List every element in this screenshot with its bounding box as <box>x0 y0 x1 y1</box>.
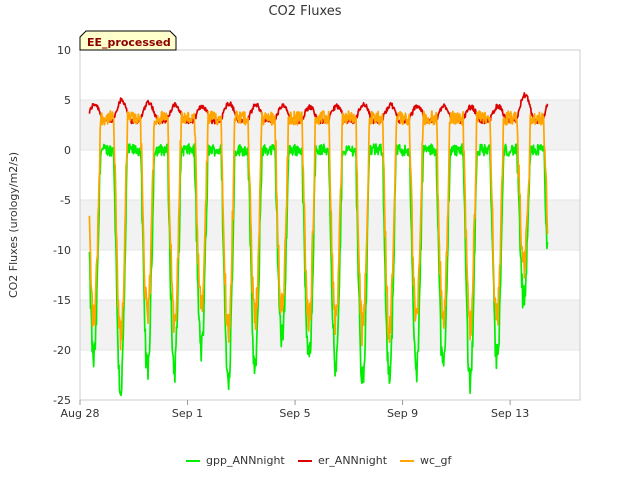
legend-label: wc_gf <box>420 454 453 467</box>
y-tick-labels: 10 5 0 -5 -10 -15 -20 -25 <box>53 44 71 407</box>
chart-title: CO2 Fluxes <box>268 4 341 19</box>
x-tick-label: Sep 9 <box>387 407 418 420</box>
y-tick-label: 10 <box>57 44 71 57</box>
series-line-gpp-annnight <box>88 143 549 397</box>
legend-item: er_ANNnight <box>298 454 388 467</box>
x-tick-label: Sep 1 <box>172 407 203 420</box>
plot-band <box>80 250 580 300</box>
x-tick-labels: Aug 28 Sep 1 Sep 5 Sep 9 Sep 13 <box>61 400 529 420</box>
legend-item: gpp_ANNnight <box>186 454 285 467</box>
plot-band <box>80 50 580 100</box>
ee-processed-badge: EE_processed <box>79 30 177 51</box>
x-tick-label: Sep 13 <box>491 407 529 420</box>
y-tick-label: -25 <box>53 394 71 407</box>
series-layer <box>88 92 549 397</box>
legend-label: gpp_ANNnight <box>206 454 285 467</box>
plot-band <box>80 300 580 350</box>
y-tick-label: -5 <box>60 194 71 207</box>
legend: gpp_ANNnight er_ANNnight wc_gf <box>186 454 453 467</box>
plot-frame <box>79 49 581 401</box>
y-tick-label: 5 <box>64 94 71 107</box>
x-tick-label: Aug 28 <box>61 407 100 420</box>
y-tick-label: -10 <box>53 244 71 257</box>
badge-shape <box>79 30 177 51</box>
badge-label: EE_processed <box>87 36 171 49</box>
series-line-wc-gf <box>88 110 549 351</box>
plot-band <box>80 350 580 400</box>
y-tick-label: -15 <box>53 294 71 307</box>
y-tick-label: 0 <box>64 144 71 157</box>
legend-item: wc_gf <box>400 454 453 467</box>
y-tick-label: -20 <box>53 344 71 357</box>
y-axis-label: CO2 Fluxes (urology/m2/s) <box>7 152 20 298</box>
x-tick-label: Sep 5 <box>279 407 310 420</box>
legend-label: er_ANNnight <box>318 454 388 467</box>
